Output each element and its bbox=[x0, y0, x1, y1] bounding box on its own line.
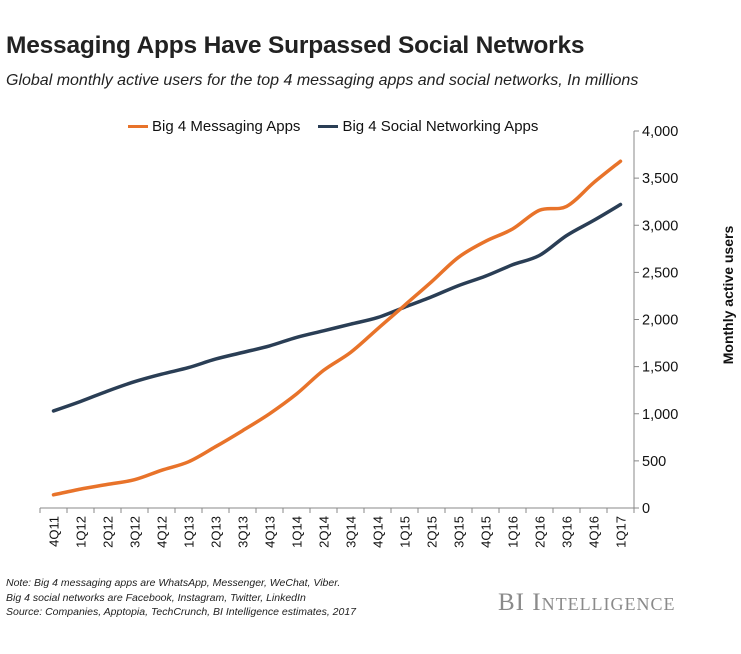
chart-subtitle: Global monthly active users for the top … bbox=[6, 72, 639, 89]
x-tick-label: 3Q14 bbox=[344, 516, 359, 548]
x-tick-label: 1Q14 bbox=[290, 516, 305, 548]
x-tick-label: 3Q16 bbox=[560, 516, 575, 548]
x-tick-label: 4Q14 bbox=[371, 516, 386, 548]
y-tick-label: 1,000 bbox=[642, 407, 678, 423]
x-tick-label: 4Q11 bbox=[47, 516, 62, 547]
x-tick-label: 2Q13 bbox=[209, 516, 224, 548]
chart-title: Messaging Apps Have Surpassed Social Net… bbox=[6, 32, 585, 59]
note-social-networks: Big 4 social networks are Facebook, Inst… bbox=[6, 591, 306, 604]
x-tick-label: 1Q12 bbox=[74, 516, 89, 548]
x-tick-label: 1Q16 bbox=[506, 516, 521, 548]
x-tick-label: 3Q13 bbox=[236, 516, 251, 548]
legend-label-social: Big 4 Social Networking Apps bbox=[342, 118, 539, 135]
y-tick-label: 2,500 bbox=[642, 265, 678, 281]
y-tick-label: 4,000 bbox=[642, 124, 678, 140]
note-messaging-apps: Note: Big 4 messaging apps are WhatsApp,… bbox=[6, 577, 341, 589]
legend-label-messaging: Big 4 Messaging Apps bbox=[152, 118, 301, 135]
y-tick-label: 500 bbox=[642, 454, 666, 470]
legend-swatch-social bbox=[318, 125, 339, 128]
x-tick-label: 4Q12 bbox=[155, 516, 170, 548]
y-tick-label: 3,000 bbox=[642, 218, 678, 234]
y-tick-label: 2,000 bbox=[642, 313, 678, 329]
legend-swatch-messaging bbox=[128, 125, 148, 128]
x-tick-label: 4Q13 bbox=[263, 516, 278, 548]
x-tick-label: 2Q15 bbox=[425, 516, 440, 548]
x-tick-label: 4Q15 bbox=[479, 516, 494, 548]
chart-notes: Note: Big 4 messaging apps are WhatsApp,… bbox=[6, 576, 356, 620]
note-source: Source: Companies, Apptopia, TechCrunch,… bbox=[6, 606, 357, 618]
x-tick-label: 4Q16 bbox=[587, 516, 602, 548]
series-line-messaging bbox=[51, 159, 623, 497]
bi-intelligence-logo: BI Intelligence bbox=[498, 589, 676, 616]
x-tick-label: 3Q12 bbox=[128, 516, 143, 548]
x-tick-label: 1Q13 bbox=[182, 516, 197, 548]
y-tick-label: 3,500 bbox=[642, 171, 678, 187]
legend-item-messaging: Big 4 Messaging Apps bbox=[128, 118, 300, 135]
x-tick-label: 2Q16 bbox=[533, 516, 548, 548]
y-tick-label: 0 bbox=[642, 501, 650, 517]
y-axis-label: Monthly active users bbox=[720, 226, 736, 365]
x-tick-label: 1Q17 bbox=[614, 516, 629, 548]
x-tick-label: 1Q15 bbox=[398, 516, 413, 548]
x-tick-label: 2Q12 bbox=[101, 516, 116, 548]
y-tick-label: 1,500 bbox=[642, 360, 678, 376]
chart-legend: Big 4 Messaging Apps Big 4 Social Networ… bbox=[128, 118, 556, 135]
plot-area: 4Q11 1Q12 2Q12 3Q12 4Q12 1Q13 2Q13 3Q13 4Q13 1Q14… bbox=[39, 124, 736, 548]
legend-item-social: Big 4 Social Networking Apps bbox=[318, 118, 538, 135]
x-tick-label: 2Q14 bbox=[317, 516, 332, 548]
x-tick-label: 3Q15 bbox=[452, 516, 467, 548]
series-line-social bbox=[51, 202, 623, 413]
